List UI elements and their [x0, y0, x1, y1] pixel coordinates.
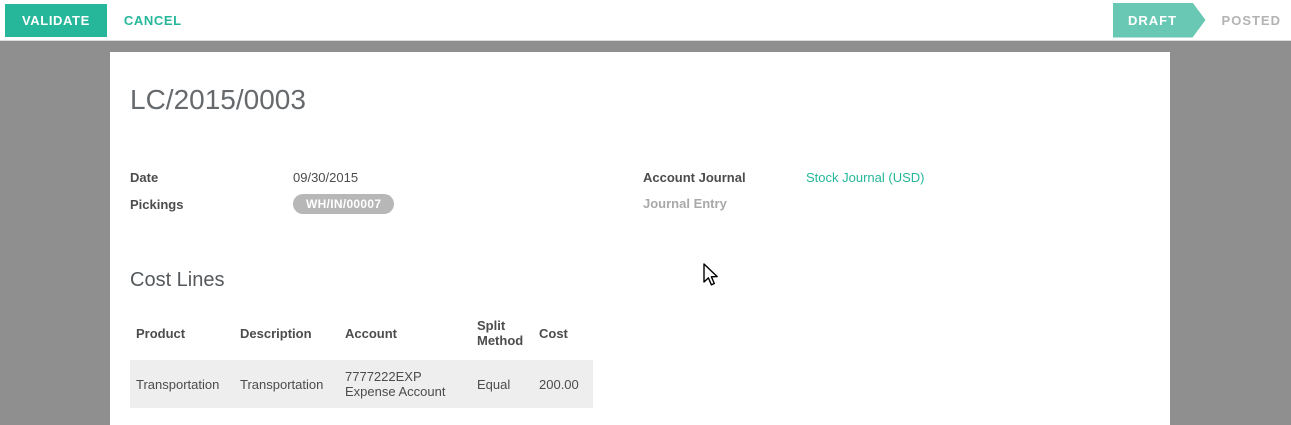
- field-column-left: Date 09/30/2015 Pickings WH/IN/00007: [130, 168, 643, 221]
- status-draft[interactable]: DRAFT: [1113, 3, 1206, 38]
- account-journal-value[interactable]: Stock Journal (USD): [806, 170, 925, 185]
- table-header-row: Product Description Account Split Method…: [130, 312, 593, 360]
- field-pickings: Pickings WH/IN/00007: [130, 194, 643, 214]
- cell-account[interactable]: 7777222EXP Expense Account: [339, 360, 471, 408]
- journal-entry-label: Journal Entry: [643, 196, 727, 211]
- date-value[interactable]: 09/30/2015: [293, 170, 359, 185]
- column-header-cost[interactable]: Cost: [539, 325, 568, 341]
- field-account-journal: Account Journal Stock Journal (USD): [643, 168, 1150, 187]
- cost-lines-heading: Cost Lines: [130, 269, 225, 291]
- cell-cost[interactable]: 200.00: [533, 360, 593, 408]
- cost-lines-table: Product Description Account Split Method…: [130, 312, 593, 408]
- column-header-split-method[interactable]: Split Method: [477, 318, 524, 348]
- pickings-label: Pickings: [130, 196, 184, 212]
- date-label: Date: [130, 170, 159, 185]
- cell-product[interactable]: Transportation: [130, 360, 234, 408]
- field-column-right: Account Journal Stock Journal (USD) Jour…: [643, 168, 1150, 221]
- validate-button[interactable]: VALIDATE: [5, 3, 107, 37]
- table-row[interactable]: Transportation Transportation 7777222EXP…: [130, 360, 593, 408]
- field-date: Date 09/30/2015: [130, 168, 643, 187]
- statusbar: DRAFT POSTED: [1113, 0, 1291, 40]
- column-header-product[interactable]: Product: [136, 325, 186, 341]
- control-bar: VALIDATE CANCEL DRAFT POSTED: [0, 0, 1291, 41]
- column-header-description[interactable]: Description: [240, 325, 312, 341]
- column-header-account[interactable]: Account: [345, 325, 397, 341]
- cell-description[interactable]: Transportation: [234, 360, 339, 408]
- cell-split-method[interactable]: Equal: [471, 360, 533, 408]
- account-journal-label: Account Journal: [643, 170, 746, 185]
- field-grid: Date 09/30/2015 Pickings WH/IN/00007 Acc…: [130, 168, 1150, 221]
- status-posted[interactable]: POSTED: [1221, 12, 1281, 28]
- page-title: LC/2015/0003: [130, 84, 306, 115]
- form-sheet: LC/2015/0003 Date 09/30/2015 Pickings WH…: [110, 52, 1170, 425]
- field-journal-entry: Journal Entry: [643, 194, 1150, 213]
- pickings-badge[interactable]: WH/IN/00007: [293, 194, 395, 214]
- cancel-button[interactable]: CANCEL: [123, 12, 182, 28]
